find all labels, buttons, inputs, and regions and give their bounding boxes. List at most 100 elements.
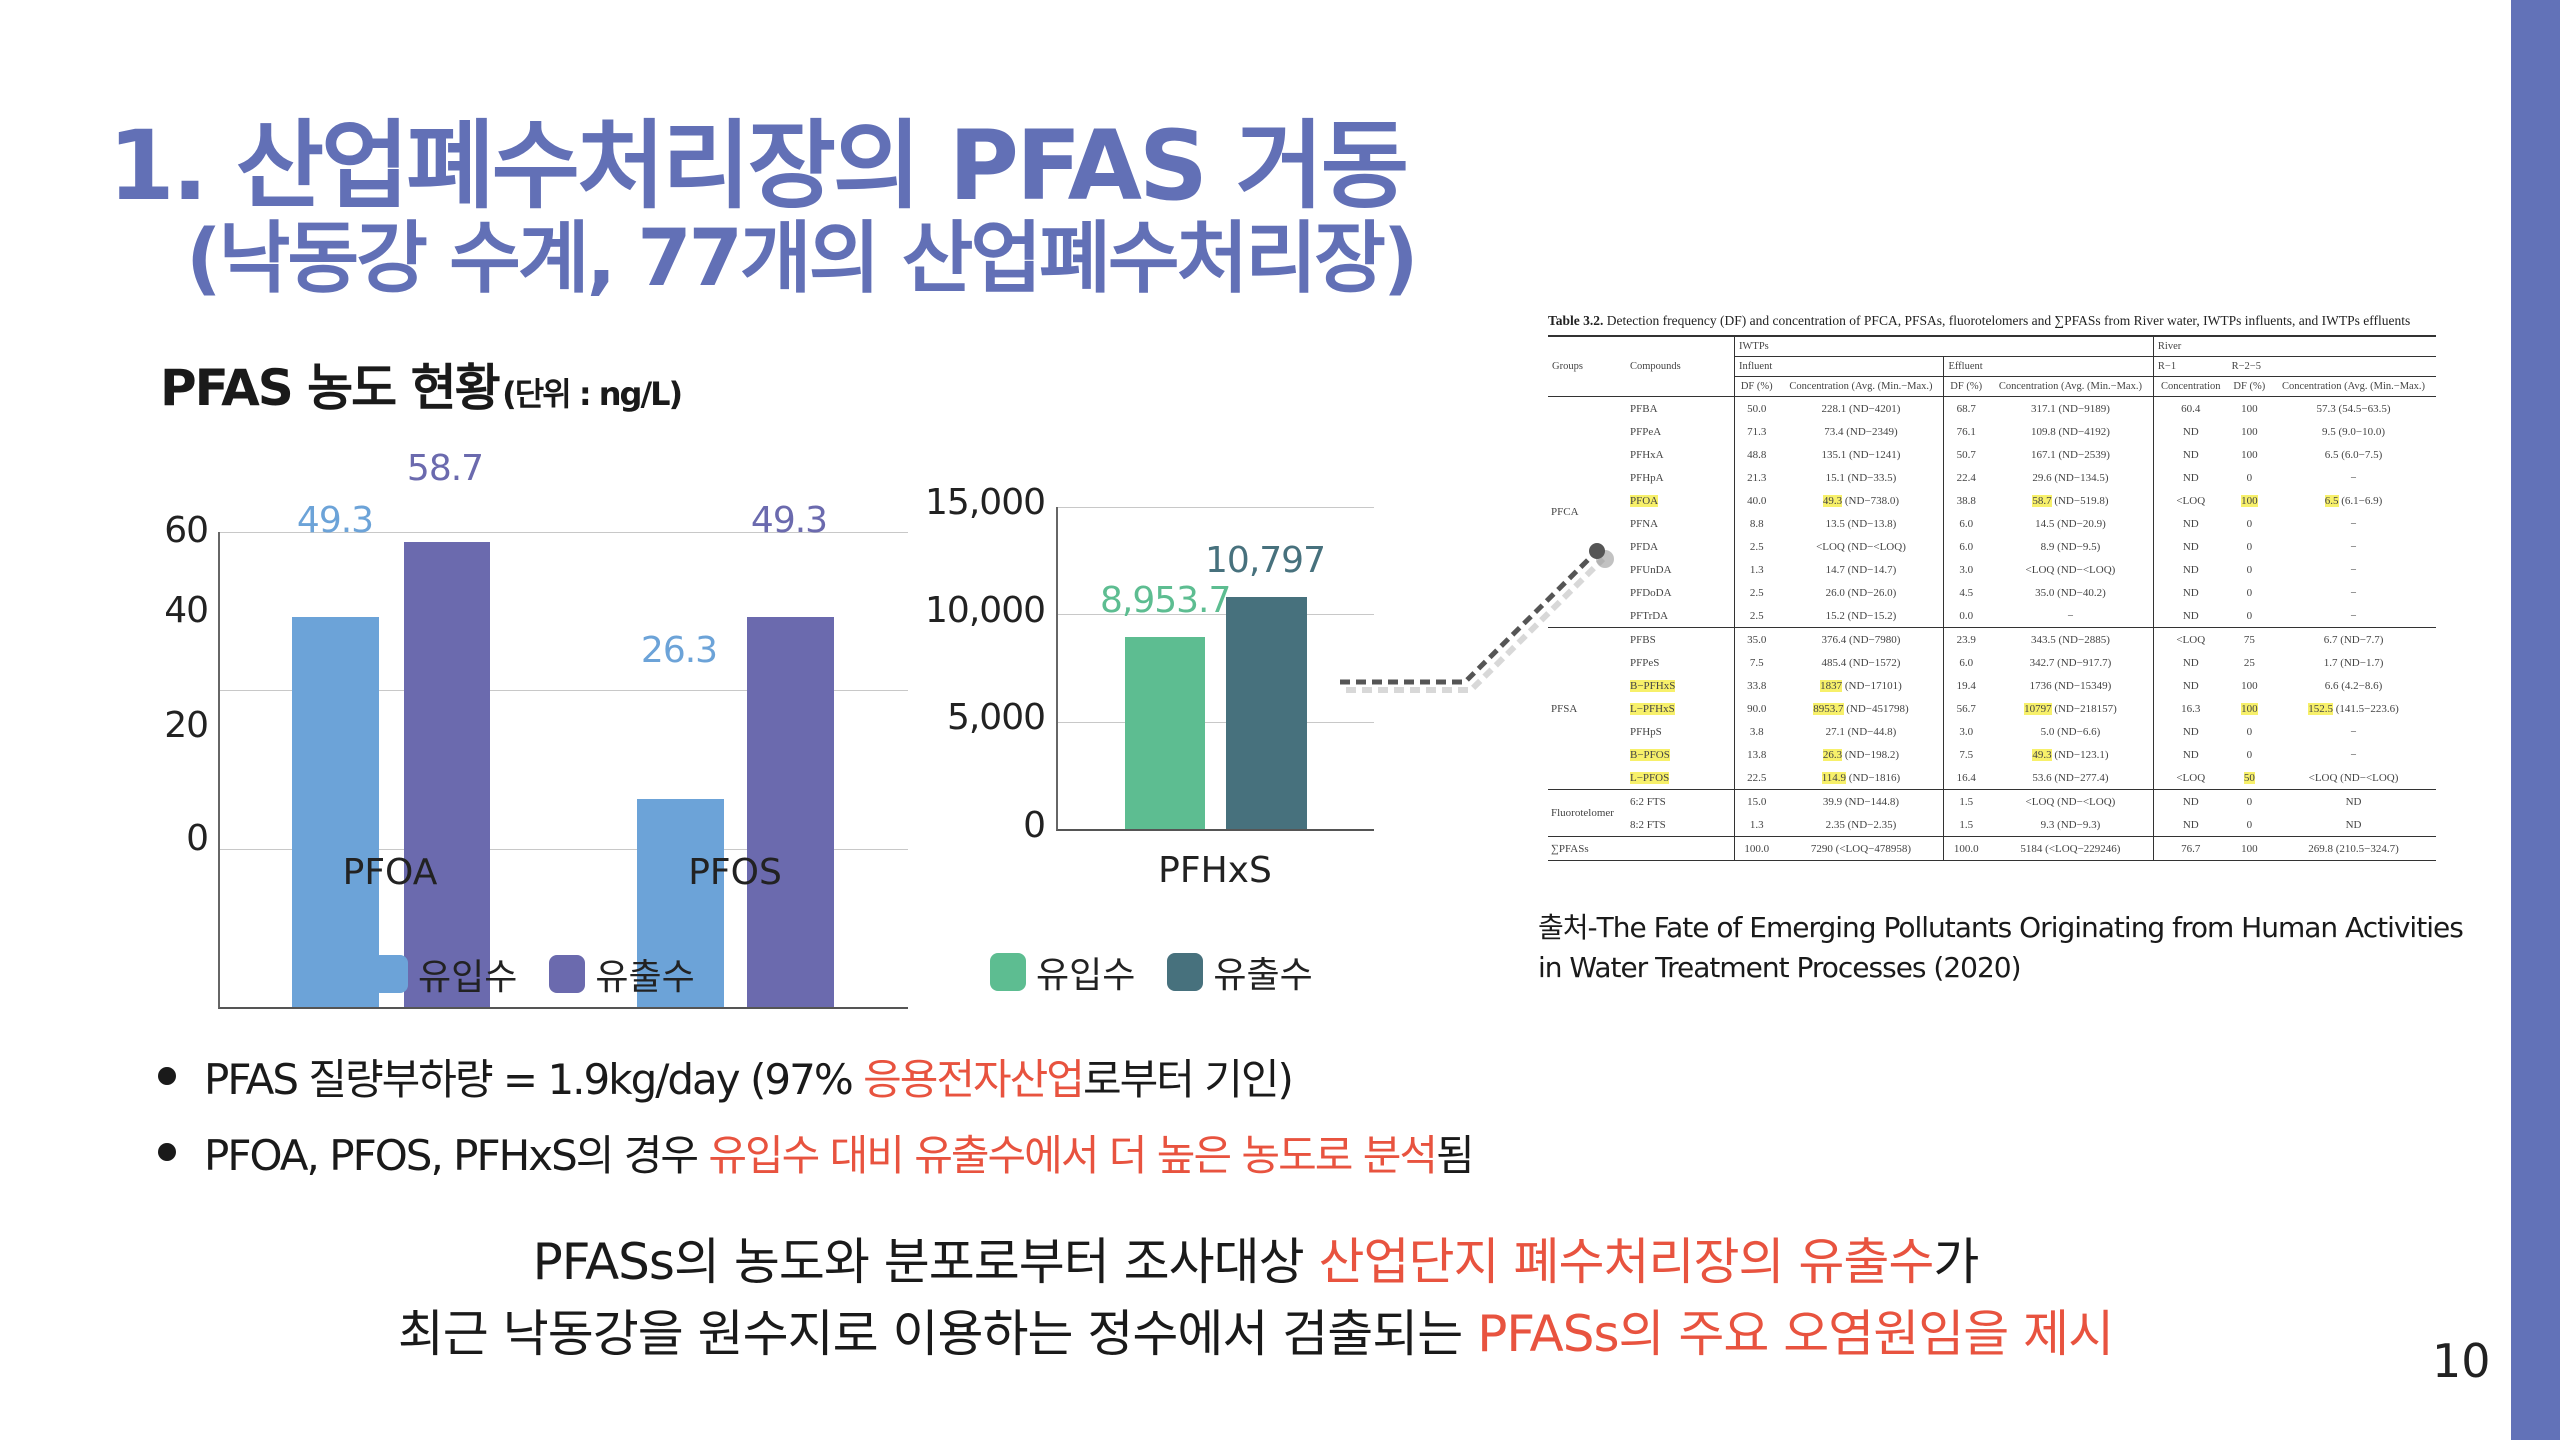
table-cell: 6.5 (6.0−7.5): [2324, 448, 2383, 461]
table-cell: 40.0: [1734, 489, 1779, 512]
table-cell: ND: [2152, 512, 2228, 535]
table-row: B−PFOS 13.8 26.3 (ND−198.2) 7.5 49.3 (ND−123…: [1548, 743, 2436, 766]
table-cell: 100: [2241, 448, 2258, 461]
table-cell: −: [2350, 725, 2357, 738]
table-cell: 0: [2246, 471, 2253, 484]
bullet-list: PFAS 질량부하량 = 1.9kg/day (97% 응용전자산업 로부터 기인…: [150, 1038, 1475, 1190]
table-cell: PFHxA: [1630, 448, 1664, 461]
table-row: L−PFOS 22.5 114.9 (ND−1816) 16.4 53.6 (ND−27…: [1548, 766, 2436, 790]
table-cell: 228.1 (ND−4201): [1821, 402, 1901, 415]
source-line2: in Water Treatment Processes (2020): [1538, 951, 2022, 984]
y-tick: 10,000: [925, 590, 1046, 631]
table-cell: 0: [2246, 517, 2253, 530]
table-cell: 167.1 (ND−2539): [2030, 448, 2110, 461]
right-accent-bar: [2511, 0, 2560, 1440]
table-row: PFTrDA 2.5 15.2 (ND−15.2) 0.0 − ND 0 −: [1548, 604, 2436, 628]
table-cell: 26.3 (ND−198.2): [1822, 748, 1900, 761]
table-cell: ND: [2152, 720, 2228, 743]
legend-swatch-effluent: [1167, 953, 1204, 991]
gridline: [1058, 614, 1374, 615]
table-cell: PFHpS: [1630, 725, 1662, 738]
table-caption: Table 3.2. Detection frequency (DF) and …: [1548, 312, 2436, 329]
table-cell: 0: [2246, 563, 2253, 576]
bar-pfhxs-effluent: [1226, 597, 1307, 829]
legend-swatch-influent: [990, 953, 1026, 991]
y-tick: 5,000: [946, 697, 1046, 738]
table-cell: PFHpA: [1630, 471, 1664, 484]
table-cell: 100.0: [1734, 836, 1779, 861]
th-conc: Concentration (Avg. (Min.−Max.): [1987, 376, 2154, 397]
table-cell: ND: [2152, 420, 2228, 443]
table-cell: 14.7 (ND−14.7): [1825, 563, 1897, 576]
table-row: 8:2 FTS 1.3 2.35 (ND−2.35) 1.5 9.3 (ND−9.3) N…: [1548, 813, 2436, 837]
slide-subtitle: (낙동강 수계, 77개의 산업폐수처리장): [186, 214, 1419, 304]
table-cell: 48.8: [1734, 443, 1779, 466]
table-cell: 135.1 (ND−1241): [1821, 448, 1901, 461]
table-cell: <LOQ (ND−<LOQ): [1987, 789, 2154, 813]
table-cell: 6.5 (6.1−6.9): [2324, 494, 2383, 507]
table-cell: 9.3 (ND−9.3): [2040, 818, 2101, 831]
table-cell: 7290 (<LOQ−478958): [1778, 836, 1944, 861]
th-influent: Influent: [1733, 356, 1944, 377]
table-cell: B−PFOS: [1630, 748, 1670, 761]
th-effluent: Effluent: [1943, 356, 2154, 377]
table-cell: 39.9 (ND−144.8): [1778, 789, 1944, 813]
legend-label-influent: 유입수: [418, 957, 518, 998]
x-label-pfhxs: PFHxS: [1158, 850, 1272, 891]
table-group: PFSA: [1548, 627, 1626, 790]
table-cell: −: [2067, 609, 2074, 622]
table-cell: 6.0: [1943, 651, 1988, 674]
table-cell: PFBS: [1626, 627, 1735, 651]
table-cell: 13.5 (ND−13.8): [1825, 517, 1897, 530]
gridline: [220, 690, 908, 691]
table-cell: 9.5 (9.0−10.0): [2322, 425, 2386, 438]
table-cell: ND: [2152, 604, 2228, 628]
table-cell: 2.5: [1734, 535, 1779, 558]
table-cell: B−PFHxS: [1630, 679, 1676, 692]
conclusion-highlight: PFASs의 주요 오염원임을 제시: [1477, 1305, 2114, 1363]
table-cell: 21.3: [1734, 466, 1779, 489]
table-cell: ND: [2152, 443, 2228, 466]
chart-heading: PFAS 농도 현황 (단위 : ng/L): [160, 348, 683, 420]
bullet-text: PFAS 질량부하량 = 1.9kg/day (97%: [204, 1054, 854, 1104]
table-cell: 3.0: [1943, 558, 1988, 581]
table-cell: ND: [2152, 535, 2228, 558]
table-row: PFPeS 7.5 485.4 (ND−1572) 6.0 342.7 (ND−917.…: [1548, 651, 2436, 674]
table-cell: 29.6 (ND−134.5): [2032, 471, 2109, 484]
table-cell: 15.2 (ND−15.2): [1825, 609, 1897, 622]
table-cell: −: [2350, 563, 2357, 576]
table-cell: 343.5 (ND−2885): [1987, 627, 2154, 651]
table-row: PFHxA 48.8 135.1 (ND−1241) 50.7 167.1 (ND−25…: [1548, 443, 2436, 466]
table-cell: <LOQ: [2152, 489, 2228, 512]
table-cell: 60.4: [2152, 396, 2228, 420]
table-cell: 100: [2241, 679, 2258, 692]
table-cell: 50: [2243, 771, 2255, 784]
gridline: [1058, 507, 1374, 508]
table-cell: PFUnDA: [1630, 563, 1672, 576]
table-cell: 2.5: [1734, 604, 1779, 628]
plot-area: [1056, 507, 1374, 831]
table-cell: [1626, 836, 1735, 861]
table-cell: 0: [2246, 609, 2253, 622]
conclusion-text: 최근 낙동강을 원수지로 이용하는 정수에서 검출되는: [397, 1305, 1478, 1363]
bullet-item: PFAS 질량부하량 = 1.9kg/day (97% 응용전자산업 로부터 기인…: [150, 1038, 1473, 1114]
table-cell: 0: [2246, 818, 2253, 831]
legend-left: 유입수 유출수: [372, 948, 717, 1000]
table-cell: 19.4: [1943, 674, 1988, 697]
table-cell: 49.3 (ND−123.1): [2032, 748, 2109, 761]
table-cell: 22.4: [1943, 466, 1988, 489]
table-cell: 15.1 (ND−33.5): [1825, 471, 1897, 484]
table-cell: 0.0: [1943, 604, 1988, 628]
legend-label-influent: 유입수: [1036, 955, 1136, 996]
table-body: PFCA PFBA 50.0 228.1 (ND−4201) 68.7 317.1 (ND…: [1548, 396, 2436, 861]
table-row-total: ∑PFASs 100.0 7290 (<LOQ−478958) 100.0 5184 (…: [1548, 836, 2436, 861]
table-cell: −: [2350, 609, 2357, 622]
table-group: Fluorotelomer: [1548, 789, 1626, 837]
table-cell: 485.4 (ND−1572): [1821, 656, 1901, 669]
table-cell: −: [2350, 586, 2357, 599]
table-cell: ND: [2152, 558, 2228, 581]
table-cell: 68.7: [1943, 396, 1988, 420]
bullet-item: PFOA, PFOS, PFHxS의 경우 유입수 대비 유출수에서 더 높은 …: [150, 1114, 1475, 1190]
table-cell: 7.5: [1943, 743, 1988, 766]
table-cell: −: [2350, 517, 2357, 530]
